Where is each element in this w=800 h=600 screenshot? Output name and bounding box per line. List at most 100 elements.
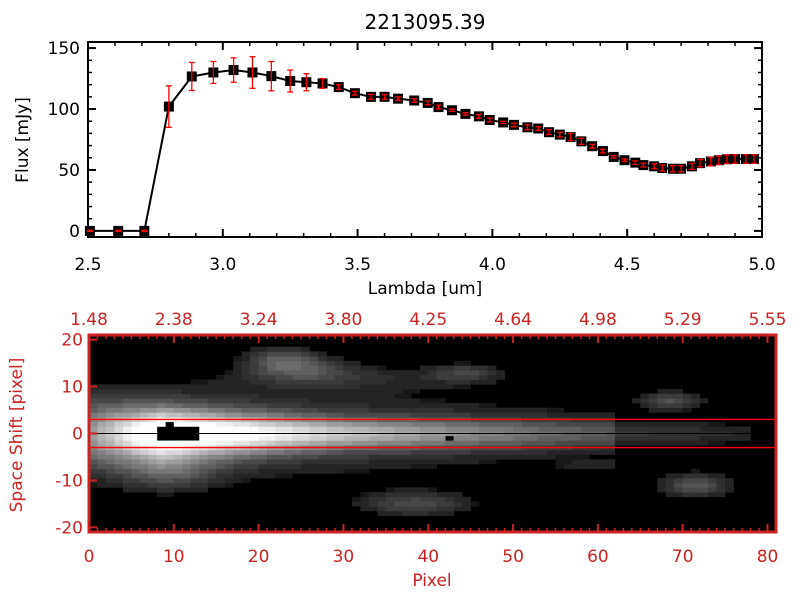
image-pixel	[190, 379, 200, 385]
image-pixel	[199, 468, 209, 474]
top-wavelength-tick-label: 5.55	[749, 310, 787, 330]
image-pixel	[351, 374, 361, 380]
image-pixel	[182, 440, 192, 446]
image-pixel	[462, 384, 471, 390]
image-pixel	[309, 463, 319, 469]
image-pixel	[436, 365, 446, 371]
image-pixel	[377, 506, 387, 512]
image-pixel	[597, 440, 607, 446]
image-pixel	[665, 492, 675, 498]
image-pixel	[267, 454, 276, 460]
image-pixel	[190, 454, 200, 460]
image-pixel	[436, 407, 446, 413]
image-pixel	[385, 426, 395, 432]
image-pixel	[114, 454, 124, 460]
image-pixel	[309, 435, 319, 441]
image-pixel	[563, 454, 573, 460]
image-pixel	[402, 496, 412, 502]
image-pixel	[368, 398, 378, 404]
image-pixel	[267, 403, 276, 409]
image-pixel	[436, 374, 446, 380]
image-pixel	[368, 365, 378, 371]
image-pixel	[190, 403, 200, 409]
image-pixel	[343, 412, 353, 418]
image-pixel	[657, 482, 667, 488]
image-pixel	[284, 459, 293, 465]
image-pixel	[292, 374, 302, 380]
image-pixel	[318, 351, 327, 357]
image-pixel	[436, 370, 446, 376]
image-pixel	[258, 473, 268, 479]
image-pixel	[275, 407, 285, 413]
image-pixel	[631, 426, 641, 432]
image-pixel	[445, 459, 455, 465]
image-pixel	[148, 449, 158, 455]
image-pixel	[241, 388, 251, 394]
image-pixel	[470, 435, 480, 441]
image-pixel	[207, 478, 217, 484]
image-pixel	[89, 440, 98, 446]
image-pixel	[258, 365, 268, 371]
image-pixel	[156, 421, 166, 427]
image-pixel	[258, 379, 268, 385]
image-pixel	[343, 440, 353, 446]
image-pixel	[292, 440, 302, 446]
image-pixel	[318, 468, 327, 474]
image-pixel	[674, 473, 684, 479]
image-pixel	[657, 398, 667, 404]
image-pixel	[699, 421, 709, 427]
image-pixel	[563, 426, 573, 432]
image-pixel	[224, 435, 234, 441]
image-pixel	[309, 388, 319, 394]
image-pixel	[691, 487, 700, 493]
image-pixel	[165, 449, 175, 455]
image-pixel	[411, 398, 421, 404]
image-pixel	[173, 449, 183, 455]
image-pixel	[326, 388, 336, 394]
image-pixel	[394, 454, 404, 460]
image-pixel	[377, 435, 387, 441]
image-pixel	[318, 398, 327, 404]
image-pixel	[436, 454, 446, 460]
image-pixel	[470, 459, 480, 465]
image-pixel	[572, 426, 582, 432]
image-pixel	[250, 426, 259, 432]
image-pixel	[292, 426, 302, 432]
image-pixel	[708, 421, 717, 427]
image-pixel	[275, 463, 285, 469]
image-pixel	[199, 388, 209, 394]
image-pixel	[436, 421, 446, 427]
image-pixel	[385, 435, 395, 441]
image-pixel	[648, 426, 658, 432]
image-pixel	[216, 421, 226, 427]
image-pixel	[428, 487, 438, 493]
image-pixel	[487, 374, 497, 380]
image-pixel	[267, 435, 276, 441]
image-pixel	[470, 501, 480, 507]
image-pixel	[267, 468, 276, 474]
image-pixel	[606, 421, 616, 427]
image-pixel	[428, 496, 438, 502]
top-wavelength-tick-label: 4.25	[409, 310, 447, 330]
image-pixel	[563, 459, 573, 465]
image-pixel	[648, 440, 658, 446]
image-pixel	[708, 478, 717, 484]
image-pixel	[148, 426, 158, 432]
image-pixel	[114, 398, 124, 404]
x-tick-label: 0	[84, 547, 95, 567]
image-pixel	[394, 393, 404, 399]
image-pixel	[547, 454, 556, 460]
image-pixel	[199, 379, 209, 385]
image-pixel	[368, 440, 378, 446]
image-pixel	[233, 454, 242, 460]
image-pixel	[131, 388, 141, 394]
image-pixel	[105, 449, 115, 455]
image-pixel	[538, 426, 548, 432]
image-pixel	[453, 365, 463, 371]
image-pixel	[445, 384, 455, 390]
image-pixel	[173, 473, 183, 479]
image-pixel	[139, 393, 149, 399]
image-pixel	[385, 379, 395, 385]
image-pixel	[105, 384, 115, 390]
image-pixel	[368, 370, 378, 376]
